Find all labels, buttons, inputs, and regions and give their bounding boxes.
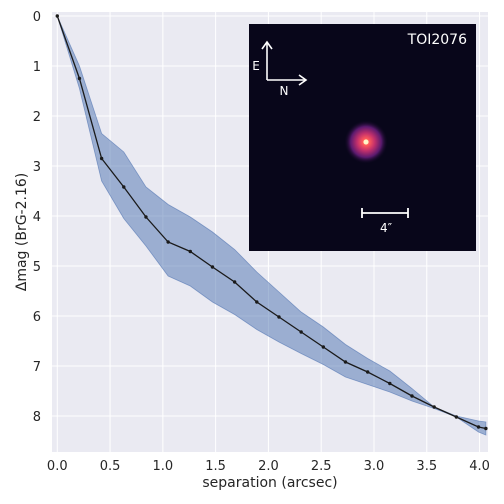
compass-icon	[261, 40, 308, 86]
y-tick-label: 6	[33, 310, 41, 325]
contrast-curve-point	[299, 330, 303, 334]
star-core	[363, 139, 369, 145]
y-tick-label: 3	[33, 160, 41, 175]
x-tick-label: 3.0	[364, 459, 385, 474]
y-tick-label: 5	[33, 260, 41, 275]
contrast-curve-point	[55, 14, 59, 18]
y-tick-label: 8	[33, 410, 41, 425]
y-tick-labels: 0 1 2 3 4 5 6 7 8	[33, 10, 41, 425]
contrast-curve-point	[484, 426, 488, 431]
contrast-curve-point	[255, 300, 259, 304]
y-axis-label: Δmag (BrG-2.16)	[14, 173, 30, 292]
x-tick-label: 4.0	[469, 459, 490, 474]
x-tick-label: 1.5	[205, 459, 226, 474]
x-tick-label: 3.5	[416, 459, 437, 474]
contrast-curve-point	[210, 265, 215, 269]
contrast-curve-point	[144, 215, 148, 219]
y-tick-label: 7	[33, 360, 41, 375]
contrast-curve-point	[365, 370, 370, 374]
contrast-curve-point	[432, 405, 436, 409]
contrast-curve-point	[277, 315, 281, 319]
inset-image: TOI2076 E N 4″	[249, 24, 476, 251]
x-tick-label: 1.0	[153, 459, 174, 474]
x-axis-label: separation (arcsec)	[202, 475, 337, 491]
inset-target-label: TOI2076	[407, 32, 467, 48]
contrast-curve-point	[321, 345, 326, 349]
contrast-curve-point	[122, 185, 126, 189]
x-tick-labels: 0.0 0.5 1.0 1.5 2.0 2.5 3.0 3.5 4.0	[47, 459, 490, 474]
y-tick-label: 4	[33, 210, 41, 225]
y-tick-label: 2	[33, 110, 41, 125]
compass-north-label: N	[280, 84, 289, 98]
y-tick-label: 0	[33, 10, 41, 25]
x-tick-label: 0.5	[100, 459, 121, 474]
x-tick-label: 2.0	[258, 459, 279, 474]
scale-bar	[361, 208, 409, 218]
x-tick-label: 2.5	[311, 459, 332, 474]
contrast-curve-point	[454, 415, 459, 419]
x-tick-label: 0.0	[47, 459, 68, 474]
contrast-curve-points	[55, 14, 488, 431]
scale-bar-label: 4″	[380, 221, 393, 235]
compass-east-label: E	[252, 59, 260, 73]
contrast-curve-point	[77, 76, 82, 81]
contrast-curve-point	[476, 425, 481, 429]
contrast-curve-point	[343, 360, 348, 364]
contrast-curve-point	[188, 249, 192, 254]
contrast-curve-point	[232, 280, 237, 284]
contrast-curve-point	[388, 381, 392, 386]
contrast-curve-point	[166, 240, 170, 244]
y-tick-label: 1	[33, 60, 41, 75]
contrast-curve-point	[99, 156, 104, 161]
contrast-curve-point	[410, 394, 414, 398]
